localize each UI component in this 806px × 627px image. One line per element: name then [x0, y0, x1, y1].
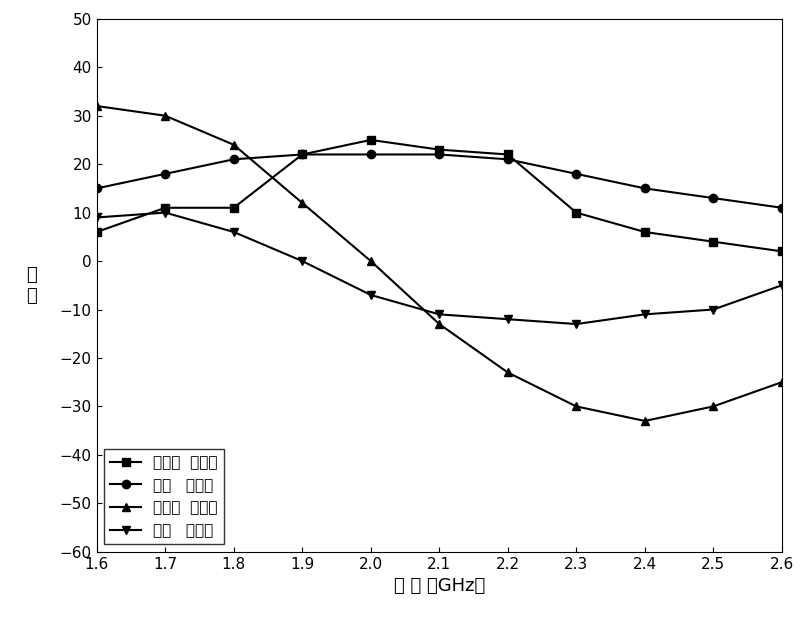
X-axis label: 频 率 （GHz）: 频 率 （GHz） — [393, 577, 485, 595]
Y-axis label: 阻
抗: 阻 抗 — [27, 266, 37, 305]
Legend: 传统方  案实部, 新方   案实部, 传统方  案虚部, 新方   案虚部: 传统方 案实部, 新方 案实部, 传统方 案虚部, 新方 案虚部 — [104, 449, 224, 544]
